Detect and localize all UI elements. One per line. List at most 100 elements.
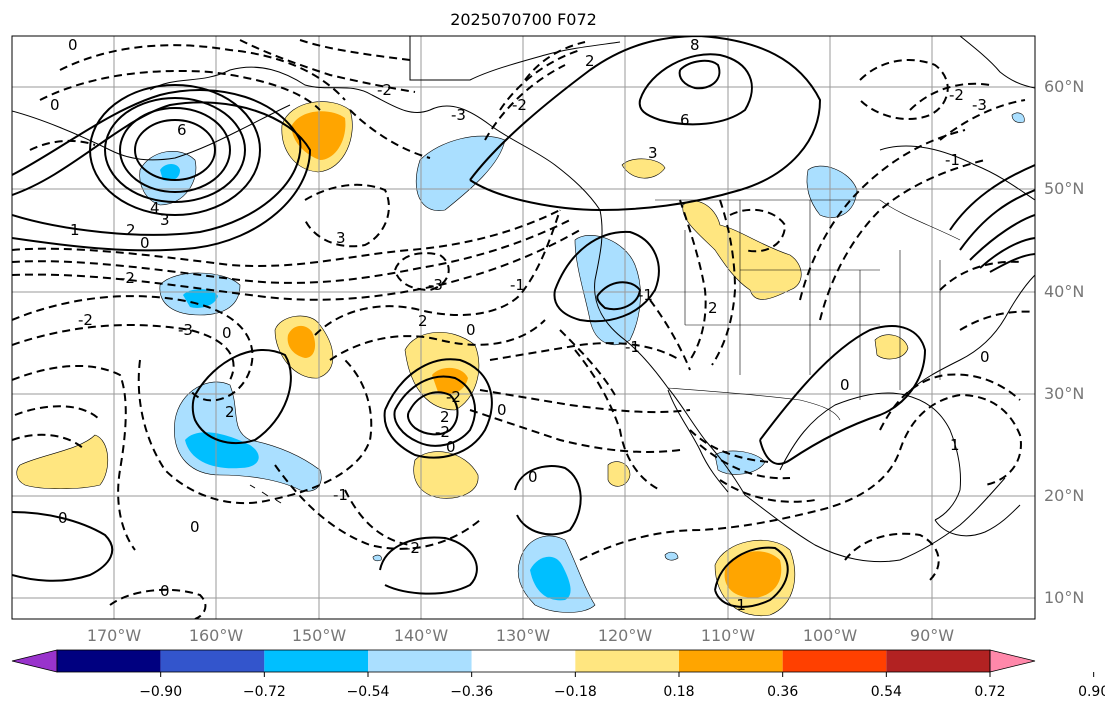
contour-label: 1 — [950, 436, 960, 454]
contour-label: 0 — [68, 36, 78, 54]
contour-label: -3 — [972, 96, 987, 114]
colorbar-tick-label: 0.18 — [663, 684, 695, 700]
contour-label: 0 — [497, 401, 507, 419]
contour-label: -1 — [510, 276, 525, 294]
contour-label: -2 — [120, 269, 135, 287]
colorbar-tick-label: −0.72 — [242, 684, 286, 700]
colorbar-segment — [471, 650, 576, 672]
contour-label: 0 — [50, 96, 60, 114]
lon-label: 150°W — [291, 626, 347, 645]
contour-label: 2 — [440, 408, 450, 426]
contour-label: 3 — [160, 211, 170, 229]
fill-light-blue — [664, 551, 679, 561]
contour-label: 1 — [70, 221, 80, 239]
lon-label: 100°W — [802, 626, 858, 645]
map-frame — [11, 35, 1036, 620]
fill-orange — [287, 325, 316, 358]
coastline-west-coast — [594, 209, 1006, 563]
colorbar-extend-high — [989, 649, 1036, 673]
contour-label: -2 — [446, 388, 461, 406]
colorbar-segment — [264, 650, 368, 672]
coastline-hawaii — [249, 484, 282, 504]
contour-label: 2 — [418, 312, 428, 330]
coastline-baja — [667, 389, 729, 493]
contour-label: -3 — [428, 276, 443, 294]
contour-label: -1 — [945, 151, 960, 169]
contour-label: 0 — [190, 518, 200, 536]
fill-blue — [160, 164, 180, 181]
colorbar-segment — [886, 650, 990, 672]
colorbar-tick-label: −0.90 — [139, 684, 183, 700]
coastline-aleutians — [12, 104, 291, 161]
colorbar-segment — [575, 650, 679, 672]
coastline-alaska — [149, 66, 601, 211]
fill-yellow — [607, 461, 631, 487]
fill-light-blue — [806, 165, 858, 218]
map-area: 0 0 6 4 3 0 1 2 -2 3 -3 2 0 -2 -3 2 -2 3… — [12, 36, 1035, 619]
contour-label: -2 — [512, 96, 527, 114]
lat-label: 40°N — [1044, 282, 1085, 301]
gridlines — [12, 36, 1035, 619]
colorbar-frame — [56, 649, 991, 673]
colorbar-segment — [57, 650, 161, 672]
colorbar-tick-label: 0.54 — [870, 684, 902, 700]
lat-label: 20°N — [1044, 486, 1085, 505]
lon-label: 120°W — [597, 626, 653, 645]
anomaly-fills — [16, 101, 1025, 617]
colorbar-segment — [368, 650, 472, 672]
lon-label: 90°W — [909, 626, 955, 645]
contour-label: -1 — [638, 286, 653, 304]
contour-label: -1 — [333, 486, 348, 504]
contour-label: 0 — [58, 509, 68, 527]
fill-orange — [432, 367, 468, 395]
coastlines — [12, 36, 1035, 563]
contour-label: 0 — [840, 376, 850, 394]
fill-blue — [185, 432, 259, 469]
lat-label: 60°N — [1044, 77, 1085, 96]
colorbar-tick-label: 0.36 — [767, 684, 799, 700]
coastline-greenland — [959, 36, 1035, 89]
fill-yellow — [682, 200, 802, 300]
contour-label: 0 — [222, 324, 232, 342]
colorbar-tick-label: 0.72 — [974, 684, 1006, 700]
contour-label: 0 — [466, 321, 476, 339]
colorbar-tick-label: −0.36 — [450, 684, 494, 700]
colorbar-segment — [160, 650, 265, 672]
contour-label: 4 — [150, 199, 160, 217]
contour-label: 0 — [160, 582, 170, 600]
lat-label: 30°N — [1044, 384, 1085, 403]
fill-yellow — [413, 451, 479, 499]
contour-label: -2 — [377, 81, 392, 99]
contour-label: 2 — [225, 403, 235, 421]
contour-label: 0 — [528, 468, 538, 486]
contour-label: -2 — [405, 539, 420, 557]
colorbar-tick-label: 0.90 — [1078, 684, 1105, 700]
colorbar-extend-low — [11, 649, 58, 673]
colorbar — [11, 649, 1095, 677]
colorbar-segment — [679, 650, 783, 672]
map-title: 2025070700 F072 — [450, 10, 597, 29]
contour-label: 2 — [708, 299, 718, 317]
colorbar-tick-label: −0.54 — [346, 684, 390, 700]
contour-label: -1 — [625, 338, 640, 356]
contour-label: 6 — [177, 121, 187, 139]
contour-label: 0 — [446, 438, 456, 456]
contour-label: 6 — [680, 111, 690, 129]
lon-label: 160°W — [188, 626, 244, 645]
colorbar-tick-label: −0.18 — [553, 684, 597, 700]
contour-label: 0 — [980, 348, 990, 366]
lon-label: 140°W — [393, 626, 449, 645]
coastline-gulf-mexico — [779, 392, 961, 521]
contours-dashed — [12, 39, 1035, 619]
contour-label: 2 — [126, 221, 136, 239]
contour-label: -1 — [731, 596, 746, 614]
fill-blue — [530, 556, 571, 601]
fill-yellow — [16, 434, 109, 490]
contour-label: -2 — [78, 311, 93, 329]
contour-label: 0 — [140, 234, 150, 252]
lon-label: 110°W — [700, 626, 756, 645]
coastline-canada-north — [409, 36, 621, 81]
contour-label: -2 — [435, 423, 450, 441]
contour-label: 3 — [336, 229, 346, 247]
